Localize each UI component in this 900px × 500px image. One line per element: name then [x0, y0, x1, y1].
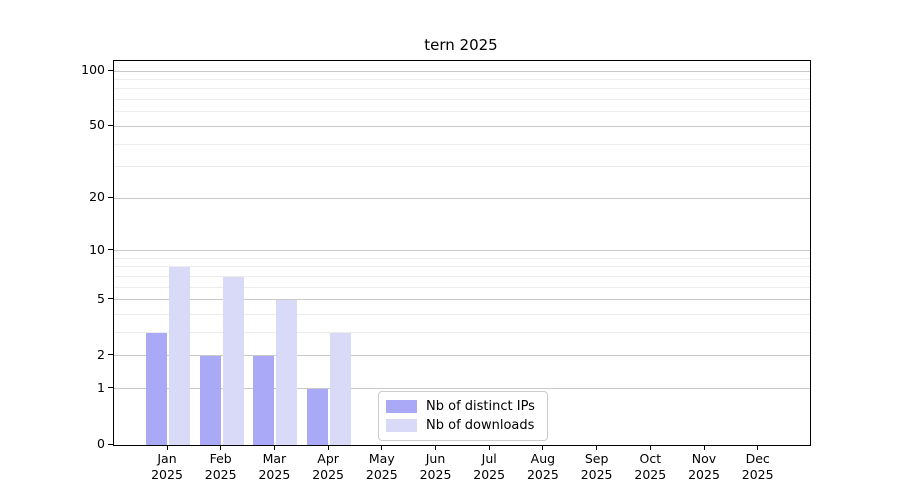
gridline-minor [114, 257, 810, 259]
y-tick-mark [108, 298, 113, 300]
bar-downloads-jan [169, 266, 190, 445]
x-tick-label: Jul 2025 [473, 451, 506, 482]
x-tick-mark [542, 445, 544, 450]
bar-downloads-mar [276, 299, 298, 445]
y-tick-mark [108, 354, 113, 356]
y-tick-mark [108, 249, 113, 251]
legend-item-distinct-ips: Nb of distinct IPs [386, 399, 538, 414]
bar-distinct-ips-jan [146, 332, 167, 445]
gridline-minor [114, 99, 810, 101]
x-tick-label: Mar 2025 [258, 451, 291, 482]
gridline-minor [114, 275, 810, 277]
y-tick-label: 2 [97, 346, 105, 362]
x-tick-mark [273, 445, 275, 450]
bar-distinct-ips-feb [199, 355, 221, 445]
x-tick-mark [596, 445, 598, 450]
x-tick-mark [435, 445, 436, 450]
plot-area [113, 60, 811, 446]
gridline-major [114, 355, 810, 357]
gridline-minor [114, 88, 810, 90]
y-tick-label: 20 [89, 189, 105, 205]
x-tick-label: Jan 2025 [151, 451, 183, 482]
legend-label-downloads: Nb of downloads [426, 418, 535, 433]
y-tick-label: 50 [89, 117, 105, 133]
x-tick-mark [381, 445, 383, 450]
gridline-minor [114, 314, 810, 316]
y-tick-label: 1 [97, 379, 105, 395]
x-tick-mark [327, 445, 329, 450]
bar-downloads-feb [222, 276, 244, 445]
gridline-minor [114, 143, 810, 145]
x-tick-label: Dec 2025 [741, 451, 774, 482]
x-tick-label: Aug 2025 [526, 451, 559, 482]
x-tick-mark [703, 445, 705, 450]
gridline-major [114, 125, 810, 127]
bar-distinct-ips-mar [253, 355, 275, 445]
gridline-major [114, 70, 810, 72]
gridline-major [114, 197, 810, 199]
x-tick-mark [757, 445, 759, 450]
x-tick-mark [488, 445, 490, 450]
x-tick-label: Jun 2025 [419, 451, 452, 482]
x-tick-mark [166, 445, 168, 450]
gridline-minor [114, 78, 810, 80]
legend-label-distinct-ips: Nb of distinct IPs [426, 399, 535, 414]
gridline-minor [114, 166, 810, 168]
gridline-major [114, 299, 810, 301]
legend: Nb of distinct IPs Nb of downloads [378, 391, 548, 441]
legend-swatch-downloads [386, 419, 417, 432]
y-tick-mark [108, 69, 113, 71]
y-tick-label: 0 [97, 436, 105, 451]
y-tick-mark [108, 124, 113, 126]
legend-swatch-distinct-ips [386, 400, 417, 413]
x-tick-label: Nov 2025 [688, 451, 720, 482]
x-tick-label: May 2025 [365, 451, 398, 482]
y-tick-label: 100 [81, 62, 105, 77]
x-tick-label: Feb 2025 [204, 451, 237, 482]
gridline-minor [114, 111, 810, 113]
y-tick-label: 10 [89, 241, 105, 257]
bar-distinct-ips-apr [307, 388, 329, 445]
gridline-minor [114, 266, 810, 268]
gridline-major [114, 250, 810, 252]
gridline-minor [114, 332, 810, 334]
x-tick-label: Oct 2025 [634, 451, 667, 482]
gridline-minor [114, 286, 810, 288]
x-tick-label: Sep 2025 [580, 451, 613, 482]
gridline-major [114, 388, 810, 390]
bar-downloads-apr [330, 332, 352, 445]
y-tick-mark [108, 387, 113, 389]
x-tick-label: Apr 2025 [312, 451, 344, 482]
x-tick-mark [220, 445, 222, 450]
y-tick-mark [108, 443, 113, 445]
chart-title: tern 2025 [424, 36, 498, 54]
legend-item-downloads: Nb of downloads [386, 418, 538, 433]
x-tick-mark [649, 445, 651, 450]
y-tick-mark [108, 196, 113, 198]
y-tick-label: 5 [97, 290, 105, 306]
